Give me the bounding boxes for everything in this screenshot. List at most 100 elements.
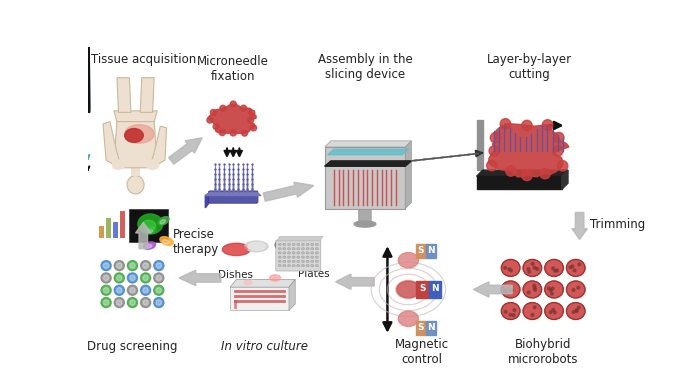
Ellipse shape bbox=[297, 264, 300, 267]
Circle shape bbox=[528, 271, 531, 273]
Text: Chips: Chips bbox=[274, 241, 302, 251]
Circle shape bbox=[127, 298, 137, 308]
Ellipse shape bbox=[283, 243, 286, 246]
Ellipse shape bbox=[270, 275, 281, 281]
Polygon shape bbox=[325, 141, 412, 147]
Ellipse shape bbox=[283, 248, 286, 250]
Circle shape bbox=[156, 300, 162, 305]
Polygon shape bbox=[140, 78, 154, 112]
Polygon shape bbox=[205, 192, 261, 196]
Polygon shape bbox=[88, 35, 90, 109]
Circle shape bbox=[578, 306, 580, 309]
Ellipse shape bbox=[306, 252, 309, 254]
Ellipse shape bbox=[297, 248, 300, 250]
Ellipse shape bbox=[523, 303, 542, 319]
Circle shape bbox=[127, 260, 137, 271]
Circle shape bbox=[220, 105, 226, 111]
Ellipse shape bbox=[141, 220, 155, 231]
FancyBboxPatch shape bbox=[130, 210, 168, 242]
Ellipse shape bbox=[398, 253, 419, 268]
Circle shape bbox=[141, 273, 150, 283]
Polygon shape bbox=[473, 282, 512, 297]
Ellipse shape bbox=[244, 280, 252, 285]
Polygon shape bbox=[114, 111, 158, 122]
Circle shape bbox=[241, 130, 248, 136]
Circle shape bbox=[533, 266, 536, 269]
Circle shape bbox=[573, 269, 576, 272]
Circle shape bbox=[156, 263, 162, 268]
Ellipse shape bbox=[158, 217, 169, 225]
Ellipse shape bbox=[288, 243, 290, 246]
Polygon shape bbox=[572, 212, 587, 239]
Circle shape bbox=[127, 285, 137, 295]
Ellipse shape bbox=[162, 240, 169, 244]
Circle shape bbox=[542, 120, 553, 130]
Polygon shape bbox=[477, 170, 568, 176]
Ellipse shape bbox=[306, 248, 309, 250]
Ellipse shape bbox=[288, 264, 290, 267]
Ellipse shape bbox=[566, 303, 585, 319]
Ellipse shape bbox=[311, 260, 314, 262]
Ellipse shape bbox=[566, 260, 585, 276]
FancyBboxPatch shape bbox=[416, 281, 428, 298]
Circle shape bbox=[510, 269, 512, 272]
Text: Magnetic
control: Magnetic control bbox=[395, 338, 449, 366]
Polygon shape bbox=[136, 222, 151, 249]
Polygon shape bbox=[117, 78, 131, 112]
Circle shape bbox=[533, 289, 536, 291]
Circle shape bbox=[114, 273, 125, 283]
Ellipse shape bbox=[146, 244, 152, 248]
Circle shape bbox=[569, 266, 572, 269]
Ellipse shape bbox=[566, 281, 585, 298]
FancyBboxPatch shape bbox=[358, 205, 371, 223]
Circle shape bbox=[130, 263, 135, 268]
Polygon shape bbox=[325, 161, 412, 166]
Polygon shape bbox=[88, 166, 90, 170]
Polygon shape bbox=[88, 32, 90, 112]
Text: Dishes: Dishes bbox=[218, 270, 253, 280]
Circle shape bbox=[522, 170, 532, 181]
Circle shape bbox=[556, 269, 559, 272]
Circle shape bbox=[505, 166, 516, 176]
Circle shape bbox=[156, 287, 162, 293]
Bar bbox=[99, 226, 104, 238]
Circle shape bbox=[547, 287, 550, 290]
Text: In vitro culture: In vitro culture bbox=[220, 339, 308, 353]
Ellipse shape bbox=[297, 256, 300, 258]
Circle shape bbox=[154, 285, 164, 295]
Ellipse shape bbox=[148, 230, 153, 233]
Circle shape bbox=[248, 110, 255, 116]
Circle shape bbox=[552, 267, 554, 270]
Ellipse shape bbox=[306, 243, 309, 246]
Polygon shape bbox=[477, 176, 562, 189]
Circle shape bbox=[527, 267, 530, 271]
Polygon shape bbox=[151, 126, 167, 165]
Circle shape bbox=[117, 300, 122, 305]
Circle shape bbox=[141, 298, 150, 308]
Ellipse shape bbox=[292, 248, 295, 250]
Ellipse shape bbox=[311, 264, 314, 267]
Circle shape bbox=[104, 287, 108, 293]
Circle shape bbox=[533, 284, 536, 287]
Ellipse shape bbox=[111, 160, 125, 170]
Circle shape bbox=[552, 287, 554, 290]
Polygon shape bbox=[205, 192, 210, 208]
Circle shape bbox=[549, 311, 552, 314]
Circle shape bbox=[156, 275, 162, 281]
Circle shape bbox=[572, 289, 575, 291]
Polygon shape bbox=[289, 280, 295, 310]
Ellipse shape bbox=[311, 243, 314, 246]
Ellipse shape bbox=[523, 281, 542, 298]
Ellipse shape bbox=[278, 260, 281, 262]
Circle shape bbox=[143, 287, 148, 293]
Circle shape bbox=[230, 101, 236, 107]
Ellipse shape bbox=[146, 160, 160, 170]
Ellipse shape bbox=[315, 252, 318, 254]
Circle shape bbox=[536, 267, 538, 270]
Ellipse shape bbox=[125, 125, 154, 143]
Ellipse shape bbox=[288, 256, 290, 258]
Circle shape bbox=[143, 300, 148, 305]
Circle shape bbox=[101, 260, 111, 271]
Ellipse shape bbox=[311, 248, 314, 250]
Polygon shape bbox=[114, 120, 158, 168]
